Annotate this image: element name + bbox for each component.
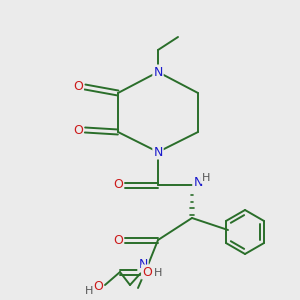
Text: O: O: [113, 233, 123, 247]
Text: H: H: [85, 286, 93, 296]
Text: N: N: [138, 259, 148, 272]
Text: O: O: [73, 80, 83, 94]
Text: O: O: [142, 266, 152, 278]
Text: O: O: [73, 124, 83, 136]
Text: N: N: [153, 146, 163, 158]
Text: O: O: [113, 178, 123, 191]
Text: H: H: [154, 268, 162, 278]
Text: N: N: [153, 65, 163, 79]
Text: O: O: [93, 280, 103, 293]
Text: N: N: [193, 176, 203, 188]
Text: H: H: [202, 173, 210, 183]
